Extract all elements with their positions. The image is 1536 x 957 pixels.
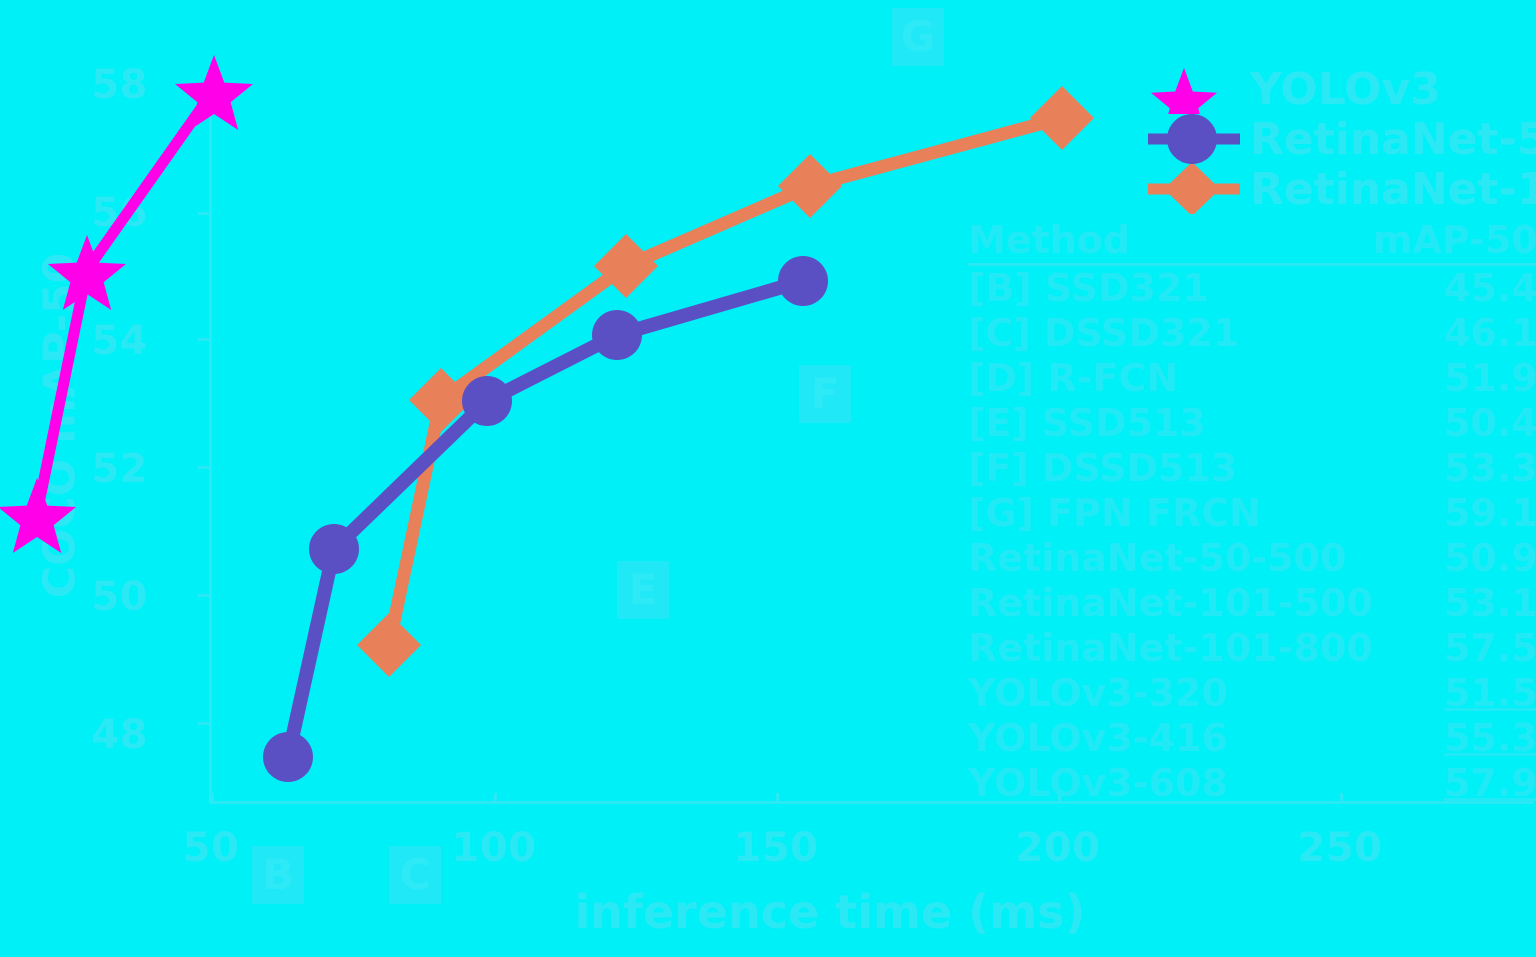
table-cell-method: [E] SSD513 xyxy=(968,401,1206,445)
y-tick-56 xyxy=(198,338,210,341)
series-line-retinanet50 xyxy=(281,274,805,759)
chart-legend: YOLOv3 RetinaNet-50 RetinaNet-101 xyxy=(1148,63,1536,216)
x-ticklabel-50: 50 xyxy=(182,825,240,871)
table-cell-method: YOLOv3-320 xyxy=(968,671,1228,715)
x-ticklabel-100: 100 xyxy=(451,825,537,871)
table-cell-method: [D] R-FCN xyxy=(968,356,1179,400)
legend-label-retinanet101: RetinaNet-101 xyxy=(1250,163,1536,215)
x-tick-100 xyxy=(494,793,497,804)
x-axis-line xyxy=(209,801,1534,804)
y-tick-52 xyxy=(198,594,210,597)
table-header-row: Method mAP-50 time xyxy=(968,218,1536,266)
y-ticklabel-58: 58 xyxy=(91,62,148,108)
table-cell-method: RetinaNet-101-800 xyxy=(968,626,1373,670)
table-cell-map50: 45.4 xyxy=(1443,266,1536,310)
y-tick-54 xyxy=(198,466,210,469)
legend-marker-star-icon xyxy=(1148,64,1244,132)
table-cell-method: YOLOv3-608 xyxy=(968,761,1228,805)
x-tick-50 xyxy=(211,793,214,804)
x-axis-label: inference time (ms) xyxy=(574,885,1086,939)
annotation-letter-G: G xyxy=(892,8,944,66)
x-tick-200 xyxy=(1058,793,1061,804)
y-axis-line xyxy=(209,90,212,803)
table-cell-method: [F] DSSD513 xyxy=(968,446,1238,490)
table-cell-method: YOLOv3-416 xyxy=(968,716,1228,760)
y-ticklabel-50: 50 xyxy=(91,574,148,620)
x-ticklabel-150: 150 xyxy=(733,825,819,871)
series-markers-retinanet50 xyxy=(263,256,828,782)
table-cell-method: RetinaNet-50-500 xyxy=(968,536,1347,580)
table-cell-map50: 46.1 xyxy=(1443,311,1536,355)
legend-label-retinanet50: RetinaNet-50 xyxy=(1250,113,1536,165)
table-cell-map50: 59.1 xyxy=(1443,491,1536,535)
table-cell-method: [B] SSD321 xyxy=(968,266,1209,310)
legend-entry-retinanet50: RetinaNet-50 xyxy=(1148,113,1536,165)
legend-marker-circle-icon xyxy=(1148,114,1244,164)
table-header-map50: mAP-50 xyxy=(1372,218,1536,266)
y-ticklabel-48: 48 xyxy=(91,712,148,758)
annotation-letter-C: C xyxy=(389,846,441,904)
annotation-letter-E: E xyxy=(617,561,669,619)
y-axis-label: COCO mAP-50 xyxy=(34,252,86,599)
table-cell-map50: 51.9 xyxy=(1443,356,1536,400)
table-cell-map50: 50.9 xyxy=(1443,536,1536,580)
table-cell-map50: 57.9 xyxy=(1443,761,1536,805)
table-cell-map50: 53.1 xyxy=(1443,581,1536,625)
legend-marker-diamond-icon xyxy=(1148,162,1244,216)
annotation-letter-B: B xyxy=(252,846,304,904)
table-cell-method: [C] DSSD321 xyxy=(968,311,1240,355)
legend-label-yolov3: YOLOv3 xyxy=(1250,63,1441,115)
legend-entry-yolov3: YOLOv3 xyxy=(1148,63,1536,132)
x-ticklabel-250: 250 xyxy=(1297,825,1383,871)
table-cell-method: RetinaNet-101-500 xyxy=(968,581,1373,625)
table-cell-map50: 55.3 xyxy=(1443,716,1536,760)
table-cell-map50: 50.4 xyxy=(1443,401,1536,445)
table-cell-method: [G] FPN FRCN xyxy=(968,491,1261,535)
table-cell-map50: 53.3 xyxy=(1443,446,1536,490)
x-tick-250 xyxy=(1340,793,1343,804)
series-line-retinanet101 xyxy=(382,111,1064,647)
table-cell-map50: 51.5 xyxy=(1443,671,1536,715)
annotation-letter-F: F xyxy=(799,365,851,423)
legend-entry-retinanet101: RetinaNet-101 xyxy=(1148,162,1536,216)
table-cell-map50: 57.5 xyxy=(1443,626,1536,670)
y-tick-50 xyxy=(198,722,210,725)
x-tick-150 xyxy=(776,793,779,804)
table-header-method: Method xyxy=(968,218,1373,266)
x-ticklabel-200: 200 xyxy=(1015,825,1101,871)
y-tick-58 xyxy=(198,212,210,215)
